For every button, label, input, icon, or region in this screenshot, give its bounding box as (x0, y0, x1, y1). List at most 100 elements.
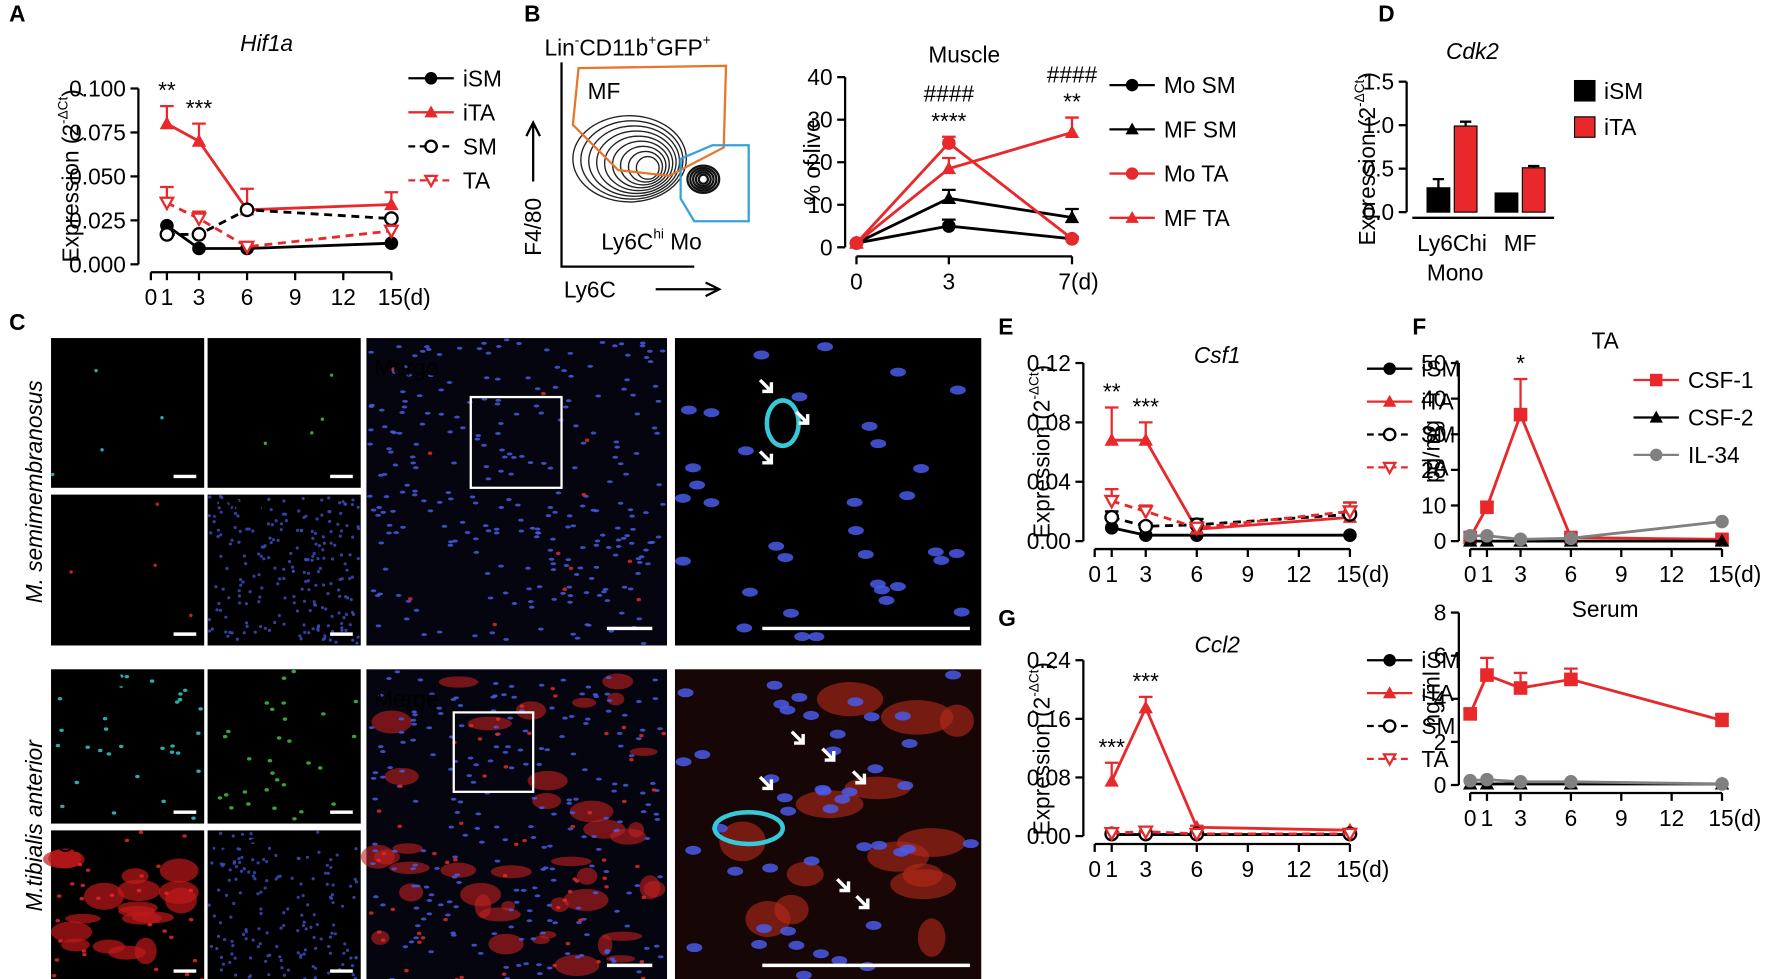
cell (237, 594, 242, 598)
cell (354, 956, 358, 960)
cell (427, 374, 434, 378)
cell (267, 556, 271, 560)
cell (817, 342, 834, 352)
cell (207, 618, 212, 622)
cell (324, 607, 328, 611)
cell (812, 949, 829, 959)
row-label: M. semimembranosus (21, 380, 47, 603)
signal (159, 858, 199, 883)
cell (264, 959, 268, 964)
cell (893, 847, 910, 857)
x-tick-label: 3 (1514, 561, 1527, 587)
data-point (158, 196, 176, 212)
error-bar (1459, 120, 1472, 127)
legend-marker (424, 139, 438, 154)
cell (689, 480, 706, 490)
annotation: #### (1047, 61, 1098, 87)
legend-label: iTA (463, 99, 496, 125)
cell (403, 617, 410, 621)
x-tick-label: 1 (161, 284, 174, 310)
legend-label: CSF-2 (1688, 404, 1754, 430)
bar (1426, 187, 1451, 213)
cell (657, 727, 663, 731)
x-tick-label: 6 (241, 284, 254, 310)
cell (573, 797, 579, 801)
signal (569, 800, 614, 823)
cell (437, 903, 444, 907)
chart-title: Cdk2 (1446, 38, 1499, 64)
y-tick-label: 1.5 (1363, 69, 1395, 95)
cell (282, 499, 286, 503)
cell (315, 517, 319, 521)
signal (563, 888, 609, 912)
cell (508, 908, 514, 912)
cell (593, 543, 600, 547)
cell (507, 716, 514, 720)
cell (282, 567, 286, 571)
cell (791, 392, 808, 402)
cell (55, 919, 60, 923)
cell (217, 796, 223, 800)
y-tick-label: 20 (807, 149, 832, 175)
cell (559, 735, 565, 738)
cell (834, 794, 851, 804)
cell (232, 901, 236, 906)
cell (230, 506, 234, 510)
cell (292, 817, 297, 821)
cell (516, 342, 522, 346)
cell (456, 346, 463, 350)
cell (450, 931, 456, 935)
cell (655, 535, 662, 539)
cell (55, 743, 61, 748)
cell (372, 842, 378, 846)
cell (525, 566, 531, 570)
cell (298, 955, 303, 959)
signal (628, 822, 645, 838)
cell (629, 758, 634, 762)
cell (247, 870, 251, 874)
cell (281, 701, 286, 705)
cell (79, 897, 85, 901)
x-tick-label: 1 (1481, 561, 1494, 587)
cell (353, 976, 357, 979)
cell (571, 466, 578, 470)
cell (567, 594, 574, 598)
cell (794, 632, 811, 642)
cell (897, 781, 914, 791)
cell (238, 529, 242, 533)
cell (394, 670, 401, 674)
cell (106, 752, 112, 756)
cell (419, 422, 426, 426)
x-tick-label: Ly6Chi Mono (1417, 230, 1487, 285)
cell (636, 617, 643, 621)
cell (482, 524, 489, 528)
cell (317, 544, 321, 548)
cell (454, 810, 461, 814)
cell (547, 548, 554, 552)
cell (593, 509, 600, 513)
y-tick-label: 0.08 (1027, 764, 1071, 790)
signal (65, 913, 101, 924)
cell (136, 888, 142, 893)
cell (617, 462, 624, 466)
cell (282, 622, 286, 626)
cell (376, 505, 383, 509)
cell (567, 827, 574, 831)
cell (685, 463, 702, 473)
cell (636, 560, 643, 564)
cell (229, 915, 233, 919)
data-point (1138, 432, 1153, 446)
cell (262, 557, 266, 561)
data-point (1715, 713, 1729, 728)
cell (85, 868, 91, 872)
signal (440, 862, 477, 878)
cell (161, 799, 166, 804)
micrograph (207, 338, 361, 488)
cell (501, 693, 507, 697)
cell (644, 837, 651, 840)
cell (216, 534, 220, 539)
cell (323, 871, 328, 875)
cell (212, 914, 216, 918)
cell (393, 531, 400, 535)
cell (350, 502, 354, 507)
